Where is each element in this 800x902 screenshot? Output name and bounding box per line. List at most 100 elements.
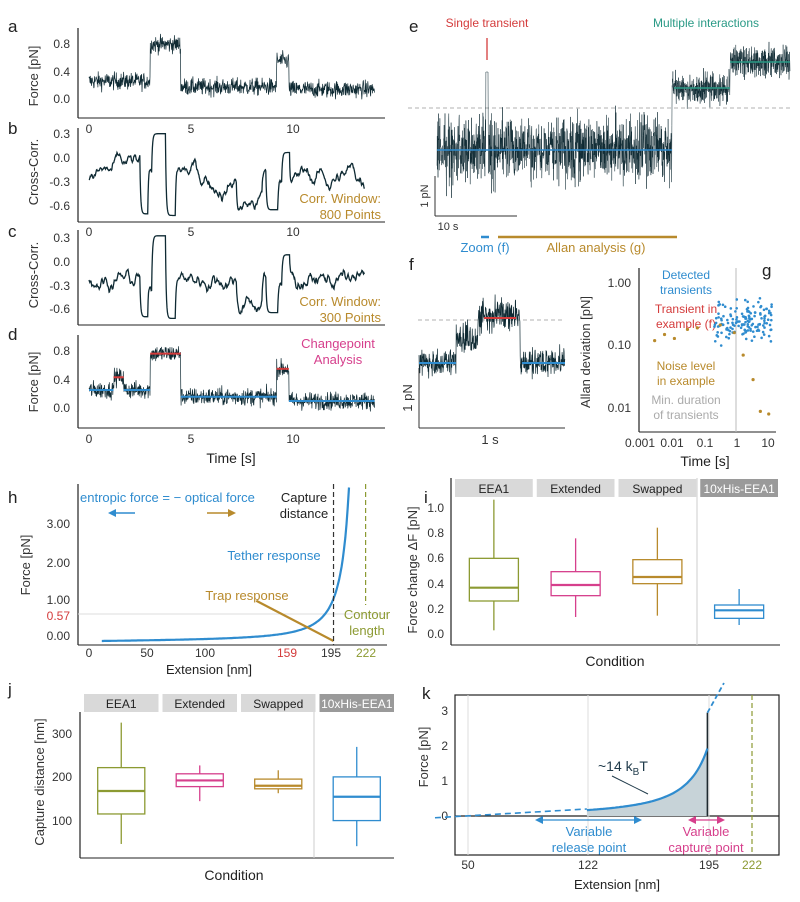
detected-transient-point — [762, 333, 766, 336]
detected-transient-point — [729, 326, 732, 329]
detected-transient-point — [763, 319, 766, 323]
box — [632, 559, 683, 585]
detected-transient-point — [750, 339, 754, 342]
facet-label: Extended — [550, 482, 601, 496]
noise-level-point — [741, 353, 745, 357]
y-axis-label: Cross-Corr. — [26, 139, 41, 205]
noise-level-point — [758, 409, 762, 414]
zoom-label: Zoom (f) — [460, 240, 509, 255]
trap-response-line — [255, 599, 335, 642]
y-axis-label: Force change ΔF [pN] — [405, 506, 420, 633]
y-axis-label: Force [pN] — [416, 727, 431, 788]
facet-header — [241, 694, 316, 712]
tick-label: 0.001 — [625, 436, 655, 450]
detected-transient-point — [741, 315, 745, 318]
detected-transient-point — [767, 309, 771, 313]
panel-e: e Single transient Multiple interactions… — [408, 16, 792, 255]
y-axis-label: Force [pN] — [18, 535, 33, 596]
detected-transient-point — [716, 331, 719, 334]
panel-k: k Force [pN] 3 2 1 0 50 122 195 222 Exte… — [416, 684, 780, 892]
facet-header — [162, 694, 237, 712]
tick-label: 1 — [441, 774, 448, 788]
detected-transient-point — [725, 326, 729, 330]
detected-transient-point — [721, 323, 725, 326]
tick-label: 0.01 — [608, 401, 632, 415]
noise-level-point — [718, 323, 722, 327]
detected-transient-point — [751, 322, 755, 326]
detected-transient-point — [742, 323, 745, 326]
noise-level-point — [767, 412, 771, 416]
box — [254, 778, 303, 790]
panel-c: c Cross-Corr. 0.3 0.0 -0.3 -0.6 0 5 10 C… — [8, 222, 385, 326]
panel-i: i Force change ΔF [pN] 1.0 0.8 0.6 0.4 0… — [405, 478, 780, 669]
tick-label: 50 — [140, 646, 154, 660]
detected-transient-point — [735, 320, 738, 324]
facet-header — [536, 479, 615, 497]
legend-example: Transient in — [655, 302, 717, 316]
box — [468, 557, 520, 602]
tick-label: 0.4 — [53, 65, 70, 79]
tick-label: 0.0 — [427, 627, 444, 641]
tick-label: 0 — [86, 646, 93, 660]
detected-transient-point — [743, 328, 747, 332]
detected-transient-point — [728, 332, 731, 336]
panel-a: a Force [pN] 0.8 0.4 0.0 0 5 10 — [8, 17, 385, 136]
panel-label: g — [762, 261, 771, 280]
detected-transient-point — [770, 305, 773, 309]
detected-transient-point — [741, 332, 744, 336]
tick-label: 0.8 — [53, 37, 70, 51]
tick-label: 222 — [742, 858, 762, 872]
tick-label: 0.8 — [53, 344, 70, 358]
tick-label: 5 — [188, 122, 195, 136]
legend-noise: Noise level — [657, 359, 716, 373]
detected-transient-point — [756, 325, 759, 329]
detected-transient-point — [714, 321, 718, 325]
detected-transient-point — [719, 317, 723, 320]
capture-distance-label: Capture — [281, 490, 327, 505]
tick-label: 0 — [86, 122, 93, 136]
legend-min-duration: Min. duration — [651, 393, 720, 407]
x-axis-label: Time [s] — [206, 450, 255, 466]
tick-label: 159 — [277, 646, 297, 660]
tick-label: 0.1 — [697, 436, 714, 450]
legend-detected: transients — [660, 283, 712, 297]
box — [332, 776, 381, 822]
detected-transient-point — [753, 335, 756, 339]
tether-response-label: Tether response — [227, 548, 320, 563]
detected-transient-point — [715, 334, 719, 337]
detected-transient-point — [735, 316, 739, 319]
detected-transient-point — [763, 317, 766, 320]
detected-transient-point — [719, 344, 723, 347]
tick-label: -0.3 — [49, 279, 70, 293]
detected-transient-point — [723, 305, 727, 309]
detected-transient-point — [734, 310, 737, 313]
tick-label: 0.4 — [427, 577, 444, 591]
release-point-label: release point — [552, 840, 627, 855]
panel-d: d Force [pN] 0.8 0.4 0.0 0 5 10 Time [s]… — [8, 325, 385, 466]
detected-transient-point — [713, 339, 717, 343]
detected-transient-point — [740, 312, 744, 316]
detected-transient-point — [751, 330, 755, 333]
detected-transient-point — [753, 311, 757, 314]
detected-transient-point — [744, 337, 748, 341]
panel-g: g Allan deviation [pN] 1.00 0.10 0.01 0.… — [578, 261, 776, 469]
contour-length-label: length — [349, 623, 384, 638]
legend-noise: in example — [657, 374, 715, 388]
detected-transient-point — [763, 315, 766, 318]
detected-transient-point — [731, 327, 734, 331]
x-axis-label: Condition — [204, 867, 263, 883]
facet-label: Extended — [174, 697, 225, 711]
detected-transient-point — [735, 298, 739, 301]
panel-label: i — [424, 488, 428, 507]
tick-label: 200 — [52, 770, 72, 784]
detected-transient-point — [765, 321, 769, 325]
detected-transient-point — [753, 314, 756, 318]
facet-header — [319, 694, 394, 712]
tick-label: 0.8 — [427, 526, 444, 540]
detected-transient-point — [763, 326, 766, 329]
detected-transient-point — [761, 330, 765, 334]
tick-label: 0 — [86, 225, 93, 239]
detected-transient-point — [735, 306, 738, 310]
detected-transient-point — [760, 336, 763, 340]
